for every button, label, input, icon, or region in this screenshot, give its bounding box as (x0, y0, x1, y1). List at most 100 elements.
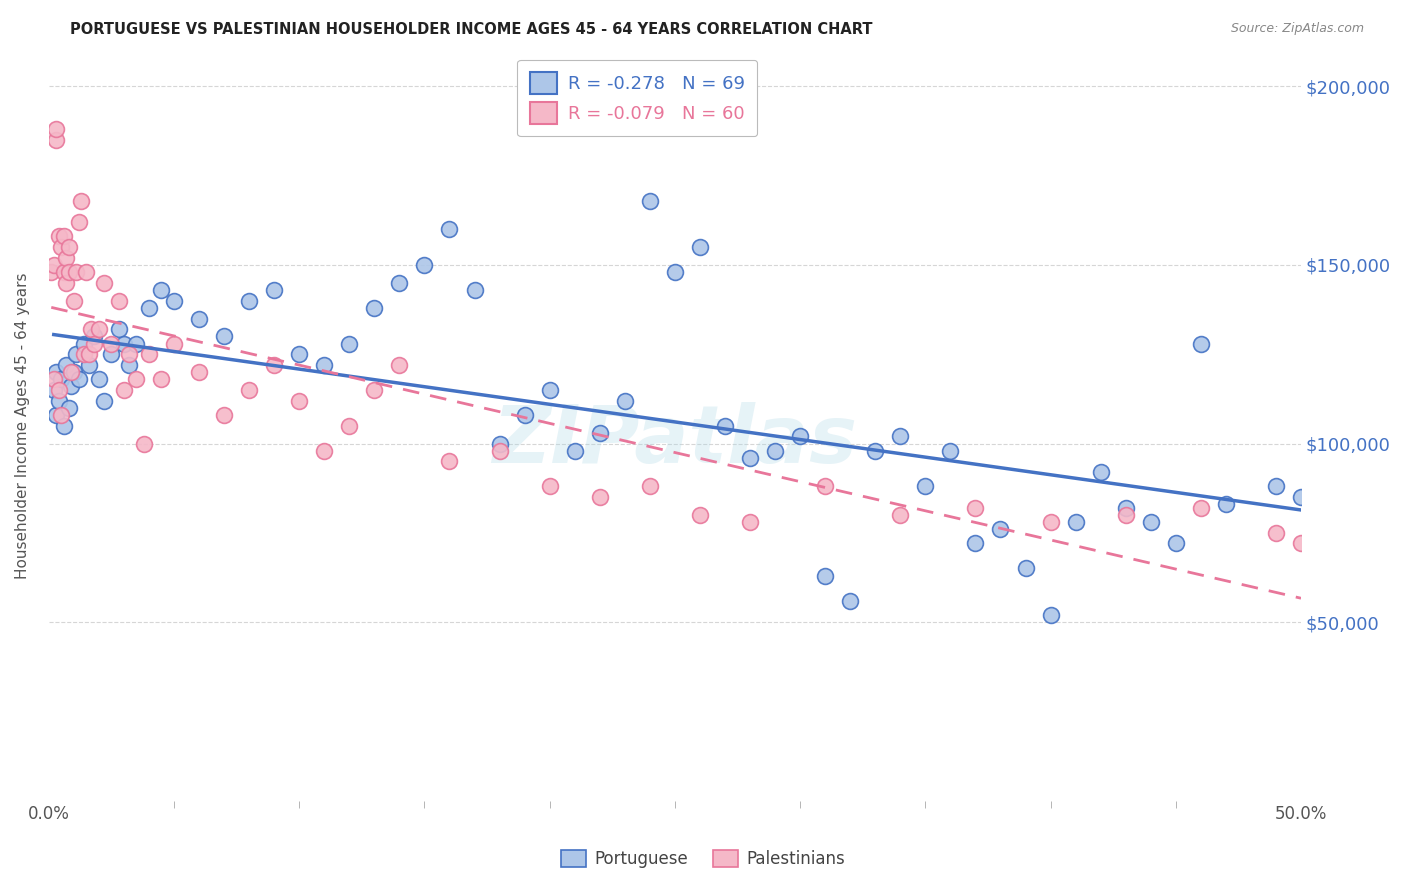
Point (42, 372, 65, 386)
Point (212, 329, 235, 343)
Point (337, 418, 360, 433)
Point (138, 347, 160, 361)
Point (60, 365, 83, 379)
Point (77, 347, 100, 361)
Point (62, 365, 84, 379)
Point (363, 383, 385, 397)
Point (889, 508, 911, 522)
Point (108, 322, 131, 336)
Point (288, 393, 311, 408)
Text: PORTUGUESE VS PALESTINIAN HOUSEHOLDER INCOME AGES 45 - 64 YEARS CORRELATION CHAR: PORTUGUESE VS PALESTINIAN HOUSEHOLDER IN… (70, 22, 873, 37)
Point (93, 276, 115, 290)
Point (58, 240, 80, 254)
Point (55, 276, 77, 290)
Point (87, 322, 110, 336)
Point (1115, 508, 1137, 522)
Point (51, 408, 73, 422)
Legend: R = -0.278   N = 69, R = -0.079   N = 60: R = -0.278 N = 69, R = -0.079 N = 60 (517, 60, 758, 136)
Point (613, 393, 636, 408)
Point (738, 515, 761, 529)
Point (664, 265, 686, 279)
Point (48, 393, 70, 408)
Point (100, 347, 122, 361)
Point (388, 276, 411, 290)
Point (163, 336, 186, 351)
Point (108, 293, 131, 308)
Point (789, 429, 811, 443)
Point (263, 358, 285, 372)
Point (58, 265, 80, 279)
Point (814, 479, 837, 493)
Point (60, 379, 83, 393)
Point (48, 383, 70, 397)
Point (439, 454, 461, 468)
Point (188, 311, 211, 326)
Point (39, 265, 62, 279)
Point (990, 522, 1012, 536)
Point (288, 347, 311, 361)
Point (1189, 500, 1212, 515)
Point (212, 408, 235, 422)
Point (714, 418, 737, 433)
Point (150, 283, 173, 297)
Point (413, 258, 436, 272)
Legend: Portuguese, Palestinians: Portuguese, Palestinians (554, 843, 852, 875)
Point (163, 293, 186, 308)
Point (125, 336, 148, 351)
Point (965, 500, 987, 515)
Point (939, 443, 962, 458)
Point (1164, 536, 1187, 550)
Point (965, 536, 987, 550)
Point (337, 336, 360, 351)
Point (55, 358, 77, 372)
Point (118, 347, 141, 361)
Point (125, 372, 148, 386)
Point (314, 443, 336, 458)
Point (689, 240, 711, 254)
Point (839, 593, 862, 607)
Point (1139, 515, 1161, 529)
Point (689, 508, 711, 522)
Point (763, 443, 786, 458)
Point (1115, 500, 1137, 515)
Point (100, 336, 122, 351)
Point (1039, 515, 1062, 529)
Point (112, 336, 135, 351)
Point (73, 347, 96, 361)
Point (914, 479, 936, 493)
Point (1215, 497, 1237, 511)
Point (388, 358, 411, 372)
Point (51, 372, 73, 386)
Point (138, 301, 160, 315)
Point (45, 133, 67, 147)
Point (93, 393, 115, 408)
Point (1064, 515, 1087, 529)
Point (463, 283, 485, 297)
Point (45, 365, 67, 379)
Point (87, 372, 110, 386)
Point (51, 240, 73, 254)
Point (638, 194, 661, 208)
Point (263, 283, 285, 297)
Point (314, 358, 336, 372)
Point (83, 329, 105, 343)
Point (889, 429, 911, 443)
Point (1265, 525, 1288, 540)
Point (65, 347, 87, 361)
Point (638, 479, 661, 493)
Point (488, 436, 510, 450)
Point (1090, 465, 1112, 479)
Y-axis label: Householder Income Ages 45 - 64 years: Householder Income Ages 45 - 64 years (15, 272, 30, 579)
Point (238, 293, 260, 308)
Point (865, 443, 887, 458)
Point (70, 194, 93, 208)
Point (814, 568, 837, 582)
Point (58, 401, 80, 415)
Point (488, 443, 510, 458)
Point (67, 372, 90, 386)
Point (118, 358, 141, 372)
Point (62, 293, 84, 308)
Point (564, 443, 586, 458)
Point (1014, 561, 1036, 575)
Point (132, 436, 155, 450)
